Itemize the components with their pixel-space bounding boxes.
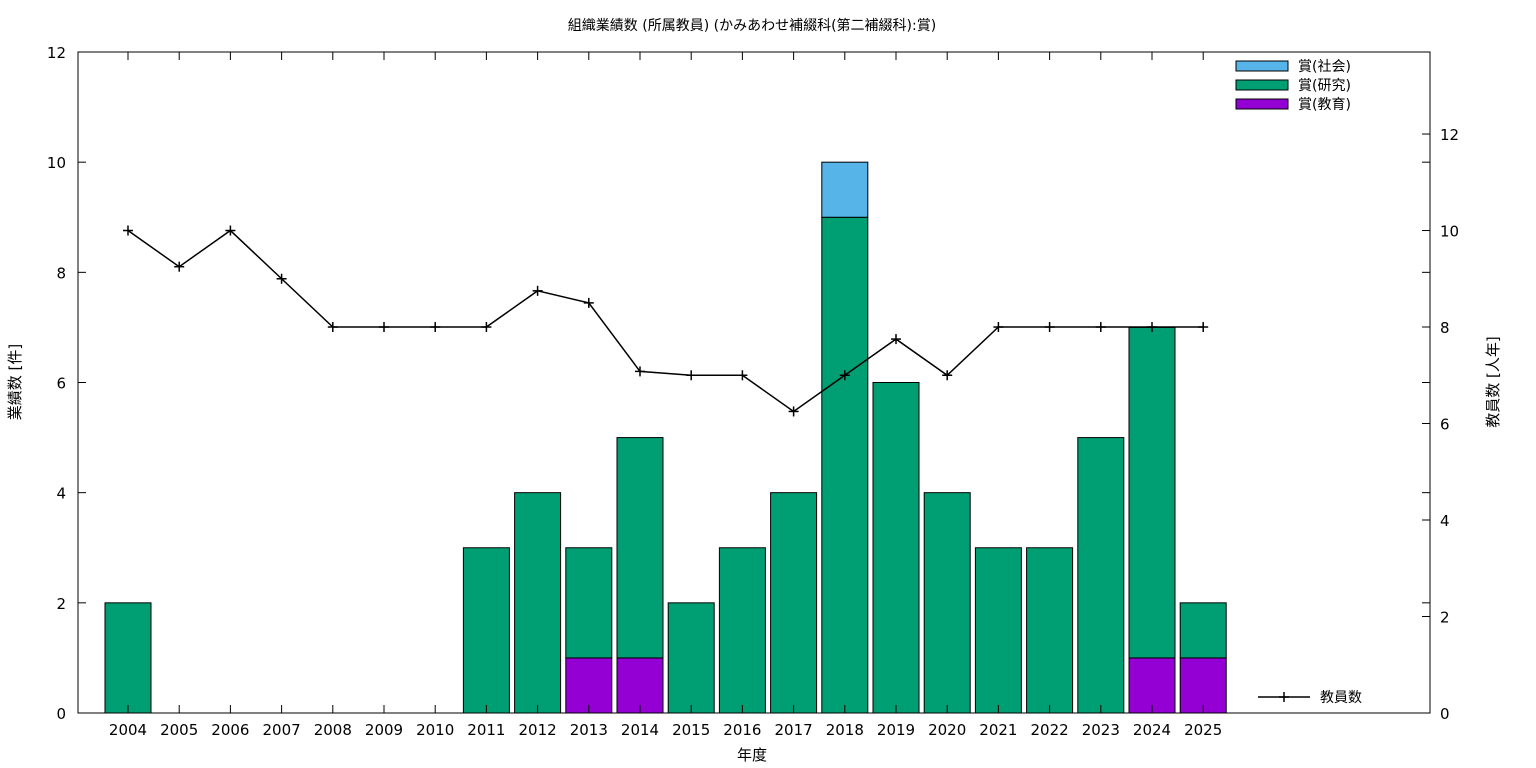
line-point xyxy=(891,334,901,345)
bar-segment xyxy=(1077,437,1125,714)
y2-axis-label: 教員数 [人年] xyxy=(1484,336,1502,427)
x-tick-label: 2007 xyxy=(263,721,301,739)
legend-label: 賞(研究) xyxy=(1298,78,1351,94)
line-point xyxy=(276,273,287,284)
line-point xyxy=(532,285,543,296)
y-tick-label: 12 xyxy=(47,44,66,62)
teacher-count-line xyxy=(127,229,1204,413)
legend-swatch xyxy=(1235,79,1289,91)
legend-swatch xyxy=(1235,98,1289,110)
x-tick-label: 2023 xyxy=(1082,721,1120,739)
y-tick-label: 8 xyxy=(56,264,66,282)
legend-line-label: 教員数 xyxy=(1320,690,1362,706)
bars-layer xyxy=(104,161,1227,714)
x-tick-label: 2011 xyxy=(467,721,505,739)
x-tick-label: 2025 xyxy=(1184,721,1222,739)
x-tick-label: 2013 xyxy=(570,721,608,739)
line-point xyxy=(1198,322,1209,333)
line-point xyxy=(1095,322,1106,333)
x-tick-label: 2008 xyxy=(314,721,352,739)
bar-segment xyxy=(565,547,613,659)
x-tick-label: 2018 xyxy=(826,721,864,739)
bar-segment xyxy=(718,547,766,714)
line-point xyxy=(225,225,236,236)
legend-swatch xyxy=(1235,60,1289,72)
x-tick-label: 2005 xyxy=(160,721,198,739)
line-point xyxy=(379,322,389,333)
x-tick-label: 2009 xyxy=(365,721,403,739)
bar-segment xyxy=(1179,602,1227,659)
bar-segment xyxy=(514,492,562,714)
bar-segment xyxy=(104,602,152,714)
y2-tick-label: 8 xyxy=(1440,319,1450,337)
line-point xyxy=(174,261,185,272)
line-point xyxy=(430,322,441,333)
line-point xyxy=(686,370,697,381)
bar-segment xyxy=(1026,547,1074,714)
line-point xyxy=(481,322,492,333)
x-tick-label: 2015 xyxy=(672,721,710,739)
line-point xyxy=(942,370,953,381)
x-tick-label: 2014 xyxy=(621,721,659,739)
x-tick-label: 2012 xyxy=(519,721,557,739)
y-tick-label: 2 xyxy=(56,595,66,613)
y2-tick-label: 2 xyxy=(1440,609,1450,627)
y-axis-label: 業績数 [件] xyxy=(6,344,24,420)
bar-segment xyxy=(565,657,613,714)
y2-tick-label: 0 xyxy=(1440,705,1450,723)
y2-tick-label: 4 xyxy=(1440,512,1450,530)
bar-segment xyxy=(821,216,869,714)
y2-tick-label: 12 xyxy=(1440,126,1459,144)
x-tick-label: 2022 xyxy=(1031,721,1069,739)
bar-segment xyxy=(616,437,664,659)
legend-label: 賞(社会) xyxy=(1298,59,1351,75)
y2-tick-label: 10 xyxy=(1440,223,1459,241)
y-tick-label: 10 xyxy=(47,154,66,172)
x-tick-label: 2016 xyxy=(723,721,761,739)
bar-segment xyxy=(974,547,1022,714)
chart-title: 組織業績数 (所属教員) (かみあわせ補綴科(第二補綴科):賞) xyxy=(568,17,936,34)
bar-segment xyxy=(667,602,715,714)
line-point xyxy=(635,366,645,377)
x-tick-label: 2024 xyxy=(1133,721,1171,739)
x-tick-label: 2006 xyxy=(211,721,249,739)
legend-label: 賞(教育) xyxy=(1298,97,1351,113)
line-point xyxy=(993,322,1004,333)
y-tick-label: 6 xyxy=(56,375,66,393)
line-point xyxy=(788,406,799,417)
bar-segment xyxy=(462,547,510,714)
bar-segment xyxy=(872,382,920,714)
line-point xyxy=(1147,322,1157,333)
bar-segment xyxy=(616,657,664,714)
bar-segment xyxy=(1128,657,1176,714)
x-tick-label: 2019 xyxy=(877,721,915,739)
x-tick-label: 2017 xyxy=(775,721,813,739)
line-point xyxy=(737,370,748,381)
legend: 賞(社会) 賞(研究) 賞(教育) 教員数 xyxy=(1235,59,1362,706)
x-tick-label: 2020 xyxy=(928,721,966,739)
y-tick-label: 4 xyxy=(56,485,66,503)
line-point xyxy=(123,225,133,236)
line-point xyxy=(1044,322,1055,333)
y-tick-label: 0 xyxy=(56,705,66,723)
x-tick-label: 2010 xyxy=(416,721,454,739)
bar-segment xyxy=(1179,657,1227,714)
y2-tick-label: 6 xyxy=(1440,416,1450,434)
line-point xyxy=(839,370,850,381)
bar-segment xyxy=(1128,326,1176,659)
bar-segment xyxy=(821,161,869,218)
bar-segment xyxy=(923,492,971,714)
line-point xyxy=(583,297,594,308)
line-point xyxy=(327,322,338,333)
x-axis-label: 年度 xyxy=(737,746,767,764)
x-tick-label: 2004 xyxy=(109,721,147,739)
x-tick-label: 2021 xyxy=(979,721,1017,739)
line-layer xyxy=(123,225,1209,417)
bar-segment xyxy=(770,492,818,714)
